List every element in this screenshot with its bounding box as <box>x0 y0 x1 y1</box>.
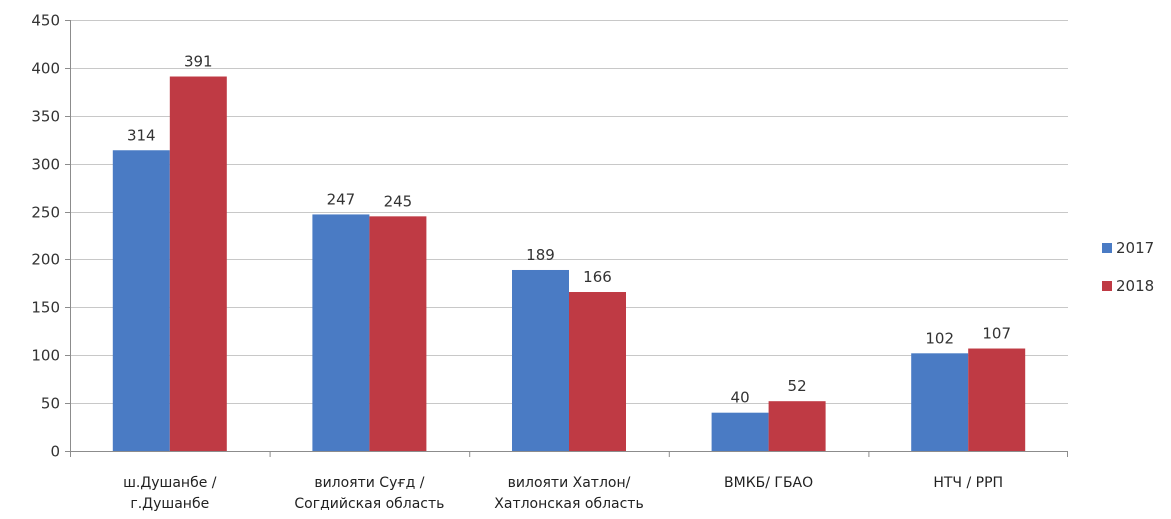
bar-2018-1 <box>369 216 427 451</box>
labels: 0 50 100 150 200 250 300 350 400 450 314 391 ш.Душан… <box>31 12 1011 513</box>
legend-label-2018: 2018 <box>1116 277 1154 295</box>
x-tick-label-1: вилояти Суғд / Согдийская область <box>294 475 444 512</box>
x-tick-label-line: НТЧ / РРП <box>933 475 1003 491</box>
x-tick-label-4: НТЧ / РРП <box>933 475 1003 491</box>
x-tick-label-line: вилояти Хатлон/ <box>508 475 631 491</box>
bar-2018-4 <box>968 348 1026 451</box>
y-tick-label-150: 150 <box>31 299 60 317</box>
y-tick-label-50: 50 <box>41 395 60 413</box>
x-tick-label-3: ВМКБ/ ГБАО <box>724 475 813 491</box>
bar-2017-2 <box>512 269 569 451</box>
y-tick-label-450: 450 <box>31 12 60 30</box>
bar-2017-1 <box>312 214 370 451</box>
x-tick-label-2: вилояти Хатлон/Хатлонская область <box>494 475 643 512</box>
data-label-2018-2: 166 <box>583 268 612 286</box>
data-label-2018-4: 107 <box>982 325 1011 343</box>
bar-2017-4 <box>911 353 969 451</box>
data-label-2017-0: 314 <box>127 126 156 144</box>
y-tick-label-400: 400 <box>31 60 60 78</box>
gridlines <box>70 20 1068 404</box>
y-tick-label-0: 0 <box>50 443 60 461</box>
data-label-2018-3: 52 <box>788 377 807 395</box>
x-tick-label-line: ш.Душанбе / <box>123 475 217 491</box>
data-label-2017-1: 247 <box>327 190 356 208</box>
legend-swatch-2018 <box>1102 281 1112 291</box>
y-tick-label-100: 100 <box>31 347 60 365</box>
x-tick-label-line: Хатлонская область <box>494 496 643 512</box>
bar-2017-0 <box>112 150 170 451</box>
y-tick-label-350: 350 <box>31 108 60 126</box>
data-label-2018-1: 245 <box>384 192 413 210</box>
axes <box>65 20 1068 457</box>
y-tick-label-250: 250 <box>31 204 60 222</box>
y-tick-label-300: 300 <box>31 156 60 174</box>
bar-2018-2 <box>569 292 626 451</box>
y-tick-label-200: 200 <box>31 251 60 269</box>
data-label-2017-3: 40 <box>731 389 750 407</box>
data-label-2018-0: 391 <box>184 53 213 71</box>
data-label-2017-4: 102 <box>925 329 954 347</box>
bar-2018-3 <box>768 401 826 451</box>
legend: 2017 2018 <box>1102 239 1154 295</box>
x-tick-label-0: ш.Душанбе / г.Душанбе <box>123 475 217 512</box>
x-tick-label-line: ВМКБ/ ГБАО <box>724 475 813 491</box>
bars <box>112 76 1026 452</box>
data-label-2017-2: 189 <box>526 246 555 264</box>
bar-2018-0 <box>169 76 227 452</box>
x-tick-label-line: вилояти Суғд / <box>314 475 424 491</box>
x-tick-label-line: Согдийская область <box>294 496 444 512</box>
bar-2017-3 <box>711 412 769 451</box>
x-tick-label-line: г.Душанбе <box>130 496 209 512</box>
legend-label-2017: 2017 <box>1116 239 1154 257</box>
legend-swatch-2017 <box>1102 243 1112 253</box>
